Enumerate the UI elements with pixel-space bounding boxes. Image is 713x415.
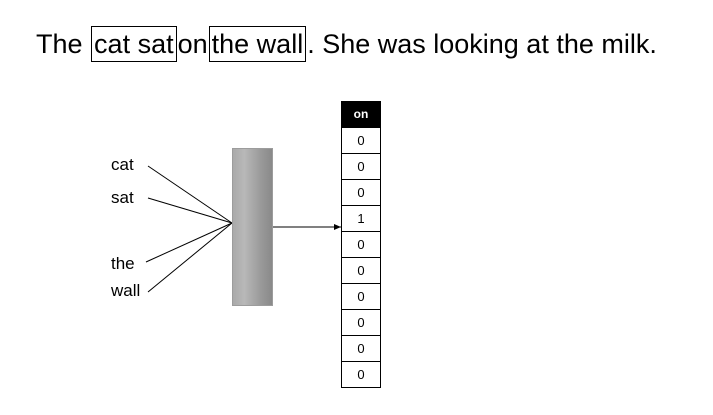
output-header: on	[342, 102, 380, 128]
output-cell: 0	[342, 336, 380, 362]
sentence-pre: The	[36, 29, 83, 59]
context-box-right: the wall	[208, 26, 307, 62]
output-cell: 0	[342, 362, 380, 388]
sentence: The cat sat on the wall. She was looking a…	[36, 26, 657, 62]
output-cell: 0	[342, 128, 380, 154]
context-box-left: cat sat	[91, 26, 177, 62]
output-cell: 0	[342, 258, 380, 284]
output-cell: 0	[342, 154, 380, 180]
input-line-cat	[147, 165, 233, 224]
sentence-post: . She was looking at the milk.	[307, 29, 657, 59]
input-word-cat: cat	[111, 155, 134, 174]
input-line-the	[145, 222, 233, 263]
output-cell: 1	[342, 206, 380, 232]
output-cell: 0	[342, 310, 380, 336]
input-line-wall	[147, 222, 233, 293]
hidden-layer	[232, 148, 273, 306]
output-cell: 0	[342, 284, 380, 310]
output-cell: 0	[342, 180, 380, 206]
input-line-sat	[147, 197, 233, 224]
input-word-wall: wall	[111, 281, 141, 300]
output-vector: on 0 0 0 1 0 0 0 0 0 0	[341, 101, 381, 388]
output-cell: 0	[342, 232, 380, 258]
input-word-sat: sat	[111, 188, 134, 207]
input-word-the: the	[111, 254, 135, 273]
target-word: on	[177, 29, 208, 59]
